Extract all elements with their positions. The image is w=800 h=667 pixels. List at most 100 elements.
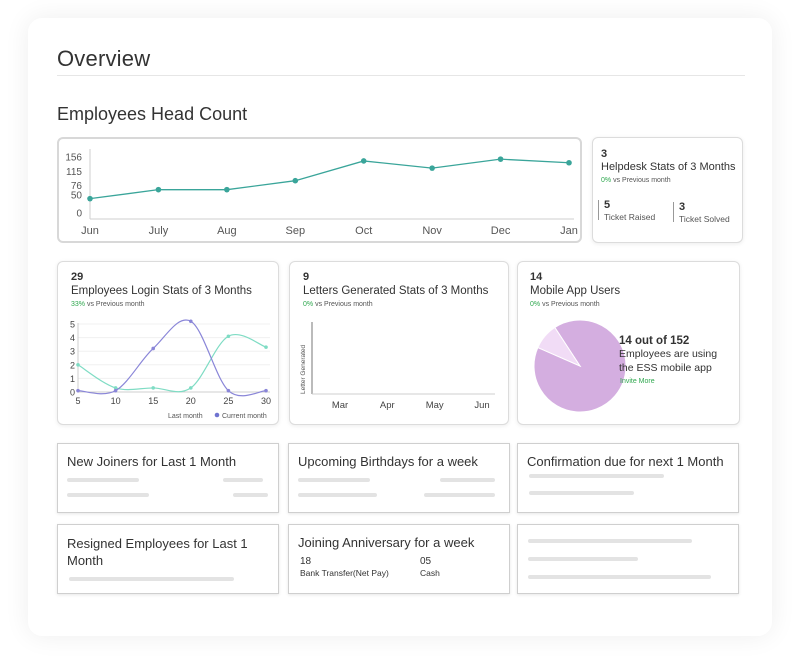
x-tick-label: 30 xyxy=(261,396,271,406)
anniv-label-1: Bank Transfer(Net Pay) xyxy=(300,568,389,578)
data-point[interactable] xyxy=(224,186,230,193)
placeholder-bar xyxy=(424,493,495,497)
anniversary-title: Joining Anniversary for a week xyxy=(298,535,475,550)
letters-chart: Letter Generated Mar Apr May Jun xyxy=(300,322,495,411)
x-tick-label: Sep xyxy=(285,225,305,237)
letters-change-pct: 0% xyxy=(303,301,314,308)
x-tick-label: Dec xyxy=(491,225,511,237)
data-point[interactable] xyxy=(189,319,193,324)
data-point[interactable] xyxy=(189,386,193,390)
x-tick-label: July xyxy=(149,225,169,237)
placeholder-card xyxy=(517,524,739,594)
section-title: Employees Head Count xyxy=(57,104,248,124)
resigned-title-line2: Month xyxy=(67,553,104,568)
placeholder-bar xyxy=(67,478,139,482)
headcount-line xyxy=(89,158,570,200)
helpdesk-change-pct: 0% xyxy=(601,177,612,184)
data-point[interactable] xyxy=(429,165,435,171)
resigned-title-line1: Resigned Employees for Last 1 xyxy=(67,536,248,551)
data-point[interactable] xyxy=(151,346,155,351)
ticket-solved-value: 3 xyxy=(679,201,686,213)
placeholder-bar xyxy=(298,478,370,482)
y-tick-label: 2 xyxy=(70,360,75,370)
mobile-change-text: vs Previous month xyxy=(542,301,600,308)
anniv-label-2: Cash xyxy=(420,568,440,578)
data-point[interactable] xyxy=(113,386,118,390)
mobile-change: 0% vs Previous month xyxy=(530,301,600,308)
letters-stats-card[interactable]: 9 Letters Generated Stats of 3 Months 0%… xyxy=(289,261,509,425)
x-tick-label: 5 xyxy=(75,396,80,406)
legend-current-dot xyxy=(214,412,220,418)
resigned-card[interactable]: Resigned Employees for Last 1 Month xyxy=(57,524,279,594)
x-tick-label: Mar xyxy=(332,400,348,411)
ticket-raised-label: Ticket Raised xyxy=(604,212,656,222)
confirmation-title: Confirmation due for next 1 Month xyxy=(527,454,724,469)
new-joiners-card[interactable]: New Joiners for Last 1 Month xyxy=(57,443,279,513)
mobile-title: Mobile App Users xyxy=(530,285,621,297)
placeholder-bar xyxy=(67,493,149,497)
login-stats-card[interactable]: 29 Employees Login Stats of 3 Months 33%… xyxy=(57,261,279,425)
data-point[interactable] xyxy=(566,159,572,166)
data-point[interactable] xyxy=(76,363,80,367)
anniversary-card[interactable]: Joining Anniversary for a week 18 Bank T… xyxy=(288,524,510,594)
x-tick-label: Jun xyxy=(81,225,99,237)
y-tick-label: 115 xyxy=(66,167,82,178)
data-point[interactable] xyxy=(292,177,299,184)
helpdesk-stats-card[interactable]: 3 Helpdesk Stats of 3 Months 0% vs Previ… xyxy=(592,137,743,243)
headcount-chart-card: 156 115 76 50 0 Jun July Aug Sep Oct Nov Dec Jan xyxy=(57,137,582,243)
data-point[interactable] xyxy=(264,345,268,349)
data-point[interactable] xyxy=(264,388,268,393)
page-title: Overview xyxy=(57,46,151,71)
data-point[interactable] xyxy=(151,386,155,390)
y-tick-label: 5 xyxy=(70,320,75,330)
letters-title: Letters Generated Stats of 3 Months xyxy=(303,285,489,297)
data-point[interactable] xyxy=(226,388,231,393)
login-change-pct: 33% xyxy=(71,301,86,308)
mobile-change-pct: 0% xyxy=(530,301,541,308)
mobile-headline: 14 out of 152 xyxy=(619,335,690,347)
data-point[interactable] xyxy=(76,388,80,393)
helpdesk-change: 0% vs Previous month xyxy=(601,177,671,184)
invite-more-link[interactable]: Invite More xyxy=(620,378,655,385)
placeholder-bar xyxy=(298,493,377,497)
mobile-count: 14 xyxy=(530,271,543,283)
data-point[interactable] xyxy=(497,156,504,162)
placeholder-bar xyxy=(529,491,634,495)
placeholder-bar xyxy=(69,577,234,581)
login-change: 33% vs Previous month xyxy=(71,301,145,308)
series-line-current-month xyxy=(77,319,267,397)
x-tick-label: Jun xyxy=(474,400,489,411)
login-change-text: vs Previous month xyxy=(86,301,145,308)
mobile-desc-2: the ESS mobile app xyxy=(619,362,712,374)
letters-change: 0% vs Previous month xyxy=(303,301,373,308)
x-tick-label: 10 xyxy=(111,396,121,406)
placeholder-bar xyxy=(528,575,711,579)
legend-last-month: Last month xyxy=(168,413,203,420)
mobile-users-card[interactable]: 14 Mobile App Users 0% vs Previous month… xyxy=(517,261,740,425)
data-point[interactable] xyxy=(155,186,162,193)
y-tick-label: 76 xyxy=(71,181,83,192)
data-point[interactable] xyxy=(360,158,367,164)
login-title: Employees Login Stats of 3 Months xyxy=(71,285,252,297)
data-point[interactable] xyxy=(87,195,93,202)
placeholder-bar xyxy=(528,539,692,543)
mobile-pie-chart xyxy=(533,319,627,413)
placeholder-bar xyxy=(528,557,638,561)
y-tick-label: 1 xyxy=(70,374,75,384)
helpdesk-change-text: vs Previous month xyxy=(613,177,671,184)
pie-slice-other[interactable] xyxy=(537,326,582,368)
y-tick-label: 0 xyxy=(70,388,75,398)
y-tick-label: 4 xyxy=(70,333,75,343)
resigned-title: Resigned Employees for Last 1 Month xyxy=(67,535,248,569)
data-point[interactable] xyxy=(113,388,118,393)
helpdesk-count: 3 xyxy=(601,148,608,160)
birthdays-card[interactable]: Upcoming Birthdays for a week xyxy=(288,443,510,513)
y-tick-label: 50 xyxy=(71,191,83,202)
confirmation-card[interactable]: Confirmation due for next 1 Month xyxy=(517,443,739,513)
helpdesk-title: Helpdesk Stats of 3 Months xyxy=(601,161,736,173)
placeholder-bar xyxy=(223,478,263,482)
data-point[interactable] xyxy=(226,334,231,339)
login-count: 29 xyxy=(71,271,84,283)
